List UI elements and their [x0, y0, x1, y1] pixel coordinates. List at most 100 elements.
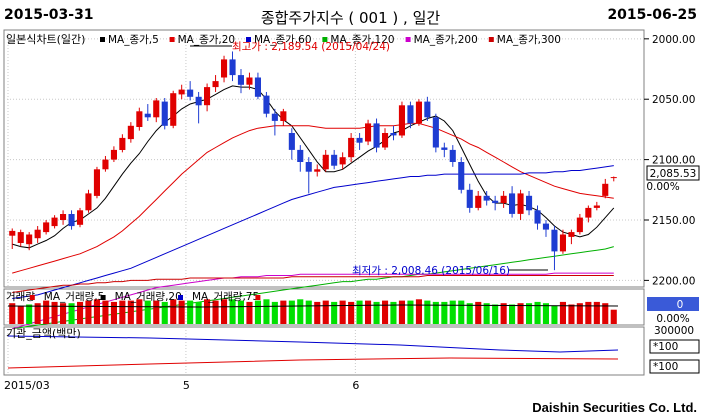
y-tick-label: 2150.00 [652, 215, 695, 227]
volume-bar [424, 300, 431, 324]
candle-body [305, 162, 312, 172]
candle-body [51, 217, 58, 227]
volume-bar [466, 303, 473, 324]
legend-label: MA_종가,200 [414, 34, 478, 46]
volume-bar [51, 301, 58, 324]
candle-body [161, 101, 168, 126]
volume-legend-swatch [255, 295, 261, 300]
candle-body [331, 154, 338, 166]
volume-legend-label: MA_거래량,20 [115, 291, 182, 303]
y-tick-label: 2000.00 [652, 34, 695, 46]
unit-b: *100 [653, 361, 678, 373]
legend-swatch [488, 37, 494, 42]
candle-body [136, 111, 143, 127]
volume-bar [576, 303, 583, 324]
candle-body [221, 59, 228, 78]
volume-bar [610, 309, 617, 324]
volume-bar [407, 300, 414, 324]
candle-body [509, 193, 516, 214]
candle-body [26, 234, 33, 245]
candle-body [373, 123, 380, 148]
candle-body [500, 195, 507, 203]
last-price: 2,085.53 [650, 168, 697, 180]
candle-body [119, 137, 126, 150]
volume-legend-swatch [178, 295, 183, 300]
volume-bar [559, 301, 566, 324]
candle-body [398, 105, 405, 136]
volume-bar [551, 305, 558, 324]
x-axis-label: 2015/03 [4, 379, 50, 392]
end-date: 2015-06-25 [607, 7, 697, 23]
candle-body [9, 230, 16, 236]
candle-body [195, 96, 202, 106]
volume-bar [246, 301, 253, 324]
candle-body [204, 87, 211, 106]
candle-body [271, 113, 278, 121]
volume-bar [102, 300, 109, 324]
change-pct: 0.00% [646, 181, 679, 193]
volume-bar [153, 300, 160, 324]
unit-a: *100 [653, 341, 678, 353]
start-date: 2015-03-31 [4, 7, 94, 23]
candle-body [60, 214, 67, 220]
ma-line-6 [12, 275, 614, 293]
candle-body [475, 195, 482, 208]
candle-body [390, 133, 397, 136]
legend-label: MA_종가,5 [108, 34, 159, 46]
volume-bar [43, 300, 50, 324]
chart-header: 2015-03-31 종합주가지수 ( 001 ) , 일간 2015-06-2… [0, 0, 701, 30]
volume-bar [170, 299, 177, 324]
institution-panel[interactable] [3, 326, 645, 376]
volume-bar [119, 300, 126, 324]
candle-body [610, 177, 617, 179]
volume-bar [9, 303, 16, 324]
volume-legend-label: 거래량 [6, 291, 35, 303]
candle-body [288, 133, 295, 150]
ma-line-5 [12, 272, 614, 330]
candle-body [280, 111, 287, 121]
volume-bar [161, 301, 168, 324]
candle-body [187, 89, 194, 97]
volume-bar [322, 300, 329, 324]
candle-body [85, 193, 92, 211]
legend-label: MA_종가,20 [178, 34, 236, 46]
y-tick-label: 2200.00 [652, 275, 695, 287]
candle-body [246, 77, 253, 85]
company-footer: Daishin Securities Co. Ltd. [532, 400, 697, 415]
ma-line-2 [12, 122, 614, 274]
volume-bar [602, 303, 609, 324]
volume-bar [331, 301, 338, 324]
legend-swatch [246, 37, 251, 42]
volume-bar [441, 301, 448, 324]
volume-bar [26, 304, 33, 324]
volume-bar [60, 303, 67, 324]
institution-label: 기관_금액(백만) [6, 327, 81, 340]
volume-bar [534, 301, 541, 324]
volume-bar [373, 301, 380, 324]
candle-body [466, 189, 473, 208]
volume-bar [254, 300, 261, 324]
candle-body [178, 89, 185, 95]
candle-body [458, 162, 465, 190]
ma-line-3 [12, 165, 614, 299]
volume-bar [348, 301, 355, 324]
volume-bar [204, 299, 211, 324]
candle-body [424, 101, 431, 118]
candle-body [415, 101, 422, 124]
volume-bar [17, 305, 24, 324]
volume-legend-swatch [29, 295, 35, 300]
candle-body [43, 222, 50, 233]
volume-bar [280, 300, 287, 324]
candle-body [602, 183, 609, 196]
last-price-box [646, 165, 700, 181]
candle-body [576, 217, 583, 233]
candle-body [526, 195, 533, 211]
y-tick-label: 2050.00 [652, 94, 695, 106]
candle-body [93, 169, 100, 196]
volume-bar [305, 300, 312, 324]
volume-value-box [647, 297, 699, 311]
volume-ma-line [7, 304, 619, 308]
volume-bar [68, 303, 75, 324]
volume-bar [77, 301, 84, 324]
